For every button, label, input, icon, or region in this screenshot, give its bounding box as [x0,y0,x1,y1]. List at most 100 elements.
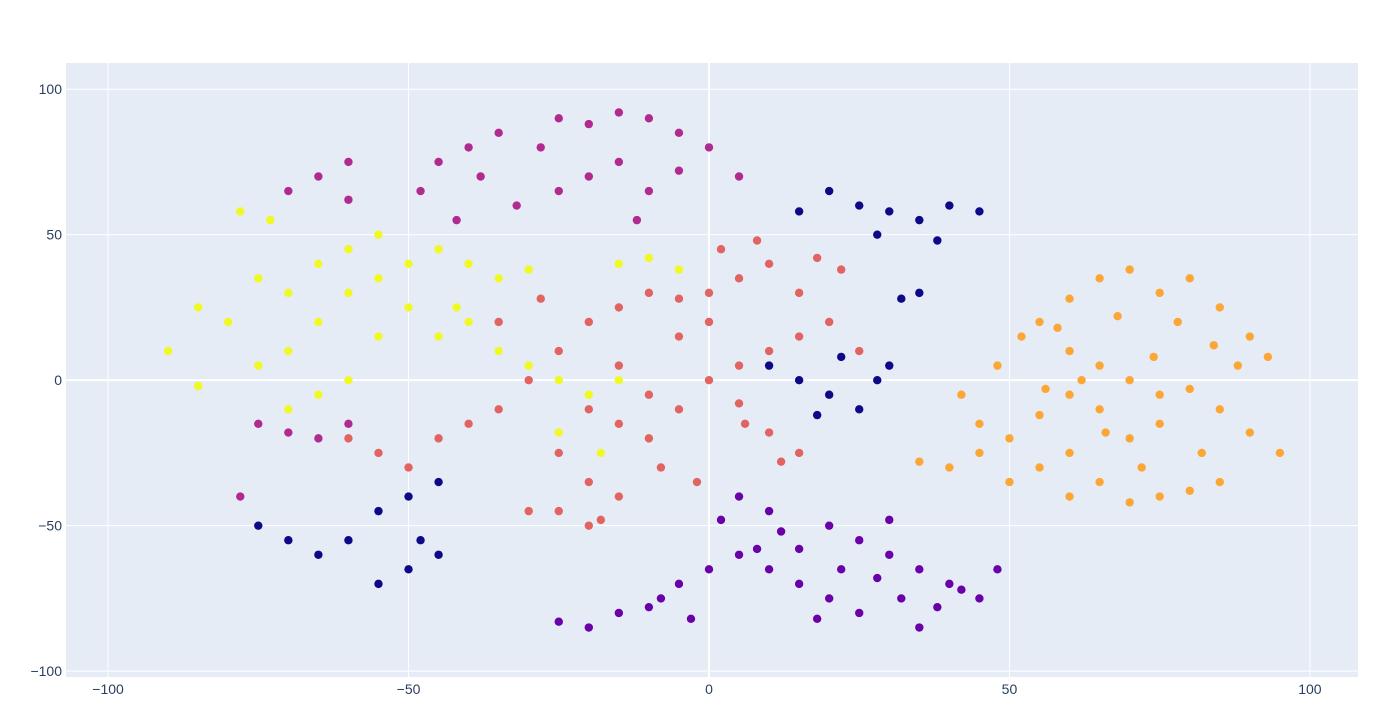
scatter-point [554,346,563,356]
scatter-point [614,375,624,385]
scatter-point [975,207,984,216]
scatter-point [494,346,503,356]
scatter-point [1155,390,1164,399]
scatter-point [1155,419,1164,429]
scatter-point [476,172,485,181]
scatter-point [1125,498,1134,507]
scatter-point [674,579,684,589]
scatter-point [344,157,353,167]
y-tick-label: 0 [54,372,62,388]
scatter-point [957,585,966,594]
scatter-point [915,288,924,298]
scatter-point [374,579,383,589]
scatter-point [434,434,443,443]
scatter-point [752,544,762,554]
scatter-point [885,515,894,525]
scatter-point [1065,448,1074,458]
scatter-point [434,477,443,487]
scatter-point [554,506,563,516]
scatter-point [1245,428,1255,437]
scatter-point [764,346,774,356]
scatter-point [374,448,383,458]
scatter-point [452,215,461,225]
x-tick-label: 50 [1002,681,1018,697]
scatter-point [1125,265,1134,274]
scatter-point [584,477,594,487]
scatter-point [554,428,563,437]
scatter-point [855,608,864,618]
scatter-point [584,623,594,632]
scatter-point [236,207,245,216]
scatter-point [1263,352,1273,362]
scatter-point [344,434,353,443]
scatter-point [1155,288,1164,298]
scatter-point [614,108,624,117]
scatter-point [1275,448,1285,458]
scatter-point [584,405,594,414]
scatter-point [614,492,624,501]
scatter-point [374,332,383,341]
scatter-point [1065,390,1074,399]
scatter-point [1095,405,1104,414]
scatter-point [464,259,473,268]
scatter-point [1017,332,1026,341]
scatter-point [1185,486,1194,495]
scatter-point [794,332,804,341]
scatter-point [915,457,924,466]
scatter-point [554,375,563,385]
scatter-point [885,207,894,216]
scatter-point [434,157,443,167]
scatter-point [704,317,714,327]
scatter-point [596,515,606,525]
scatter-point [933,236,942,245]
scatter-point [644,186,654,196]
scatter-point [266,215,275,225]
scatter-point [163,346,173,356]
scatter-point [512,201,521,210]
scatter-point [656,594,666,603]
scatter-point [494,405,503,414]
scatter-point [554,114,563,123]
scatter-point [764,428,774,437]
scatter-point [824,186,834,196]
scatter-point [254,419,263,429]
scatter-point [464,419,473,429]
scatter-point [885,550,894,559]
scatter-point [614,419,624,429]
scatter-point [704,565,714,574]
scatter-point [536,143,545,152]
scatter-point [674,405,684,414]
scatter-point [464,317,473,327]
scatter-point [674,128,684,138]
scatter-point [584,521,594,530]
scatter-point [536,294,545,303]
scatter-point [855,536,864,545]
scatter-point [764,506,774,516]
y-tick-labels: 100 50 0 −50 −100 [30,81,62,679]
scatter-point [776,527,786,536]
scatter-point [716,245,726,254]
scatter-point [975,419,984,429]
scatter-point [1125,434,1134,443]
scatter-point [524,506,533,516]
scatter-point [224,317,233,327]
scatter-point [314,434,323,443]
scatter-point [254,274,263,283]
scatter-point [1173,317,1182,327]
scatter-point [554,448,563,458]
scatter-point [1065,492,1074,501]
scatter-point [1185,384,1194,394]
scatter-point [314,390,323,399]
scatter-point [416,536,425,545]
scatter-point [734,274,744,283]
scatter-point [1053,323,1062,333]
y-tick-label: 50 [46,227,62,243]
scatter-point [434,550,443,559]
scatter-point [915,565,924,574]
scatter-point [1077,375,1086,385]
scatter-point [812,410,822,420]
scatter-point [915,623,924,632]
scatter-point [644,434,654,443]
scatter-point [524,265,533,274]
